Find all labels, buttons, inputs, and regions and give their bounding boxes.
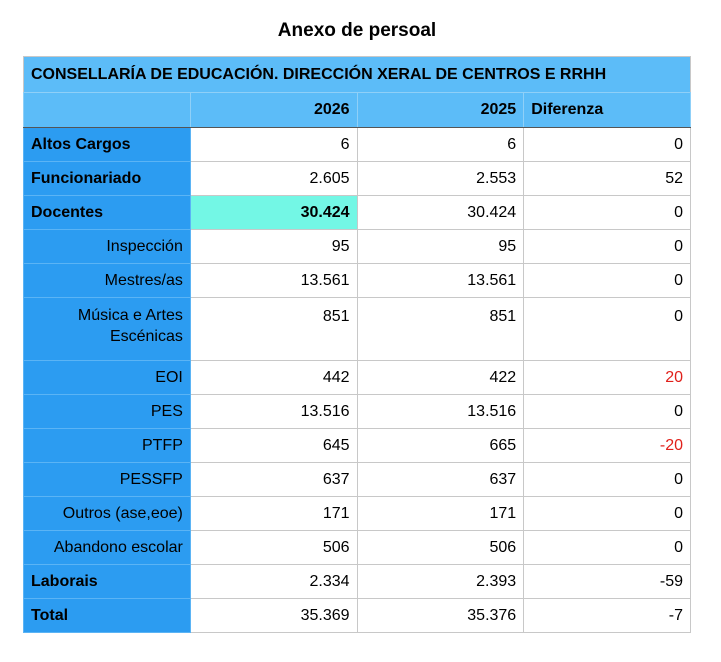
row-label: Altos Cargos (23, 127, 191, 162)
table-row: Inspección 95 95 0 (23, 229, 691, 264)
value-2025: 506 (356, 530, 525, 565)
value-diferenza: -7 (523, 598, 691, 633)
value-2026: 13.516 (189, 394, 358, 429)
personnel-table: CONSELLARÍA DE EDUCACIÓN. DIRECCIÓN XERA… (23, 56, 691, 633)
value-diferenza: 0 (523, 394, 691, 429)
value-2026: 442 (189, 360, 358, 395)
value-2025: 665 (356, 428, 525, 463)
row-label: EOI (23, 360, 191, 395)
value-2026: 2.334 (189, 564, 358, 599)
value-2025: 6 (356, 127, 525, 162)
header-empty (23, 92, 191, 128)
row-label: Música e Artes Escénicas (23, 297, 191, 361)
table-row: Abandono escolar 506 506 0 (23, 530, 691, 565)
value-2025: 35.376 (356, 598, 525, 633)
table-row: PTFP 645 665 -20 (23, 428, 691, 463)
value-2026: 171 (189, 496, 358, 531)
row-label: PES (23, 394, 191, 429)
table-title: CONSELLARÍA DE EDUCACIÓN. DIRECCIÓN XERA… (23, 56, 691, 93)
table-row: Mestres/as 13.561 13.561 0 (23, 263, 691, 298)
value-diferenza: 0 (523, 127, 691, 162)
value-diferenza: 0 (523, 195, 691, 230)
value-2025: 95 (356, 229, 525, 264)
value-2025: 2.553 (356, 161, 525, 196)
header-2025: 2025 (356, 92, 525, 128)
table-row: Laborais 2.334 2.393 -59 (23, 564, 691, 599)
value-diferenza: 52 (523, 161, 691, 196)
value-2026: 35.369 (189, 598, 358, 633)
table-row: PES 13.516 13.516 0 (23, 394, 691, 429)
value-2025: 2.393 (356, 564, 525, 599)
table-row: PESSFP 637 637 0 (23, 462, 691, 497)
value-2026: 2.605 (189, 161, 358, 196)
value-diferenza: 0 (523, 530, 691, 565)
value-2025: 637 (356, 462, 525, 497)
value-diferenza: 0 (523, 297, 691, 361)
table-row: Música e Artes Escénicas 851 851 0 (23, 297, 691, 361)
header-2026: 2026 (189, 92, 358, 128)
table-row: Altos Cargos 6 6 0 (23, 127, 691, 162)
value-2025: 171 (356, 496, 525, 531)
row-label: PESSFP (23, 462, 191, 497)
row-label: Laborais (23, 564, 191, 599)
value-diferenza: 0 (523, 462, 691, 497)
page-title: Anexo de persoal (277, 20, 437, 41)
row-label: Funcionariado (23, 161, 191, 196)
value-2026: 851 (189, 297, 358, 361)
table-row: EOI 442 422 20 (23, 360, 691, 395)
value-2026: 6 (189, 127, 358, 162)
value-2025: 13.561 (356, 263, 525, 298)
row-label: Inspección (23, 229, 191, 264)
header-diferenza: Diferenza (523, 92, 691, 128)
value-2025: 851 (356, 297, 525, 361)
value-diferenza: 20 (523, 360, 691, 395)
value-diferenza: 0 (523, 229, 691, 264)
value-2026: 95 (189, 229, 358, 264)
table-row: Funcionariado 2.605 2.553 52 (23, 161, 691, 196)
table-row: Total 35.369 35.376 -7 (23, 598, 691, 633)
header-row: 2026 2025 Diferenza (23, 92, 691, 128)
value-2025: 30.424 (356, 195, 525, 230)
value-2026: 637 (189, 462, 358, 497)
row-label: Abandono escolar (23, 530, 191, 565)
row-label: Mestres/as (23, 263, 191, 298)
value-2026: 13.561 (189, 263, 358, 298)
value-diferenza: 0 (523, 263, 691, 298)
value-diferenza: -59 (523, 564, 691, 599)
row-label: Outros (ase,eoe) (23, 496, 191, 531)
table-row: Docentes 30.424 30.424 0 (23, 195, 691, 230)
table-row: Outros (ase,eoe) 171 171 0 (23, 496, 691, 531)
value-2026: 30.424 (189, 195, 358, 230)
row-label: Docentes (23, 195, 191, 230)
value-diferenza: -20 (523, 428, 691, 463)
value-2025: 13.516 (356, 394, 525, 429)
row-label: PTFP (23, 428, 191, 463)
value-2025: 422 (356, 360, 525, 395)
value-2026: 506 (189, 530, 358, 565)
value-diferenza: 0 (523, 496, 691, 531)
row-label: Total (23, 598, 191, 633)
table-title-row: CONSELLARÍA DE EDUCACIÓN. DIRECCIÓN XERA… (23, 56, 691, 93)
value-2026: 645 (189, 428, 358, 463)
